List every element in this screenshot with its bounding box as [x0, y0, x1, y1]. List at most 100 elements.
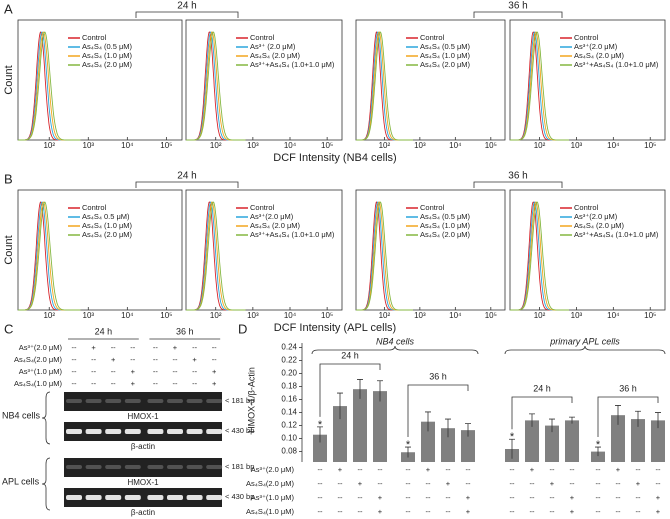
treatment-mark: --	[130, 355, 135, 364]
bracket-label: 36 h	[429, 371, 447, 381]
legend-label: As₄S₄ (1.0 μM)	[82, 51, 133, 60]
gel-band	[167, 495, 183, 500]
gel-band	[85, 399, 102, 403]
treatment-mark: --	[636, 507, 641, 516]
group-label: primary APL cells	[549, 336, 620, 346]
treatment-mark: --	[656, 465, 661, 474]
bar	[421, 421, 435, 462]
gel-band	[66, 399, 82, 403]
time-label: 36 h	[176, 326, 194, 336]
gel-band	[105, 465, 122, 469]
treatment-mark: --	[616, 507, 621, 516]
treatment-mark: --	[111, 379, 116, 388]
treatment-mark: +	[550, 479, 555, 488]
x-tick-label: 10²	[210, 311, 222, 320]
band-label: β-actin	[131, 508, 155, 517]
treatment-mark: --	[153, 343, 158, 352]
bracket-label: 36 h	[508, 171, 527, 182]
band-size: < 181 bp	[225, 462, 254, 471]
gel-band	[105, 495, 122, 500]
treatment-mark: --	[510, 507, 515, 516]
bar	[461, 430, 475, 462]
x-tick-label: 10²	[210, 141, 222, 150]
legend-label: As³⁺+As₄S₄ (1.0+1.0 μM)	[250, 60, 335, 69]
treatment-mark: +	[173, 343, 178, 352]
treatment-mark: --	[550, 507, 555, 516]
treatment-mark: +	[192, 355, 197, 364]
gel	[64, 488, 222, 507]
band-label: HMOX-1	[127, 478, 159, 487]
band-size: < 430 bp	[225, 492, 254, 501]
x-tick-label: 10⁵	[321, 141, 333, 150]
band-size: < 181 bp	[225, 396, 254, 405]
brace	[311, 345, 479, 355]
legend-label: As₄S₄ (0.5 μM)	[420, 212, 471, 221]
treatment-mark: --	[173, 367, 178, 376]
x-tick-label: 10⁴	[284, 311, 297, 320]
treatment-mark: --	[72, 343, 77, 352]
y-tick-label: 0.18	[281, 382, 297, 391]
gel-band	[167, 465, 183, 469]
treatment-mark: --	[596, 465, 601, 474]
error-bar	[569, 416, 575, 424]
legend-label: As₄S₄ (2.0 μM)	[420, 60, 471, 69]
treatment-mark: +	[91, 343, 96, 352]
legend-label: As³⁺(2.0 μM)	[250, 212, 294, 221]
treatment-mark: --	[636, 493, 641, 502]
legend-label: Control	[250, 33, 275, 42]
group-label: NB4 cells	[376, 336, 415, 346]
treatment-mark: --	[406, 465, 411, 474]
gel-band	[147, 465, 164, 469]
bracket	[597, 396, 659, 438]
treatment-mark: --	[426, 479, 431, 488]
error-bar	[615, 405, 621, 425]
bar	[611, 415, 625, 462]
treatment-mark: --	[616, 479, 621, 488]
legend-label: Control	[82, 33, 107, 42]
treatment-mark: --	[446, 493, 451, 502]
treatment-mark: --	[406, 493, 411, 502]
histogram-curve	[356, 31, 413, 141]
x-tick-label: 10⁵	[485, 311, 497, 320]
x-tick-label: 10⁵	[644, 141, 656, 150]
treatment-mark: +	[616, 465, 621, 474]
treatment-mark: +	[656, 507, 661, 516]
panel-label: C	[4, 321, 13, 336]
x-tick-label: 10³	[247, 141, 259, 150]
treatment-mark: +	[570, 507, 575, 516]
y-tick-label: 0.24	[281, 343, 297, 352]
treatment-mark: --	[212, 355, 217, 364]
bracket	[407, 384, 469, 438]
treatment-mark: --	[91, 367, 96, 376]
legend-label: Control	[420, 203, 445, 212]
treatment-mark: --	[656, 479, 661, 488]
treatment-mark: --	[426, 493, 431, 502]
histogram-curve	[186, 31, 246, 141]
gel-band	[85, 495, 102, 500]
bar	[353, 389, 367, 462]
treatment-mark: +	[358, 479, 363, 488]
x-tick-label: 10³	[247, 311, 259, 320]
gel-band	[124, 465, 141, 469]
x-tick-label: 10⁵	[644, 311, 656, 320]
treatment-mark: --	[510, 479, 515, 488]
histogram-curve	[186, 31, 246, 141]
row-label: As₄S₄(2.0 μM)	[246, 479, 294, 488]
row-label: As³⁺(1.0 μM)	[19, 367, 63, 376]
histogram-curve	[186, 201, 246, 311]
x-tick-label: 10⁴	[449, 311, 462, 320]
y-tick-label: 0.20	[281, 369, 297, 378]
gel-band	[186, 465, 203, 469]
treatment-mark: --	[318, 507, 323, 516]
plot-frame	[17, 19, 183, 141]
row-label: As³⁺(2.0 μM)	[19, 343, 63, 352]
legend-label: As³⁺+As₄S₄ (1.0+1.0 μM)	[574, 230, 659, 239]
treatment-mark: +	[378, 507, 383, 516]
x-tick-label: 10⁵	[321, 311, 333, 320]
treatment-mark: --	[406, 479, 411, 488]
x-tick-label: 10⁴	[449, 141, 462, 150]
gel-band	[186, 399, 203, 403]
gel-band	[167, 429, 183, 434]
x-tick-label: 10²	[534, 311, 546, 320]
legend-label: As₄S₄ (0.5 μM)	[82, 42, 133, 51]
